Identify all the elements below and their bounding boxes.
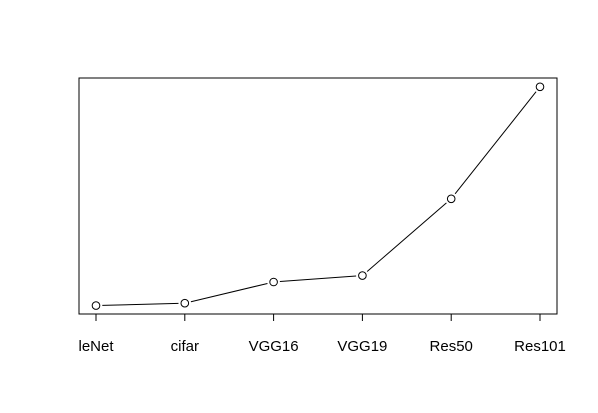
data-point xyxy=(446,194,456,204)
series-line-segment xyxy=(190,282,268,303)
x-tick-label: VGG16 xyxy=(249,338,299,355)
x-tick-label: leNet xyxy=(78,338,114,355)
data-point xyxy=(358,271,367,280)
x-tick-label: VGG19 xyxy=(337,338,387,355)
x-tick-label: Res101 xyxy=(514,338,566,355)
series-line-segment xyxy=(279,275,357,283)
data-point xyxy=(269,277,278,287)
x-tick-label: cifar xyxy=(171,338,199,355)
series-layer xyxy=(91,82,545,310)
plot-frame xyxy=(78,77,558,315)
x-tick-label: Res50 xyxy=(430,338,473,355)
data-point xyxy=(180,298,190,308)
series-line-segment xyxy=(366,202,447,272)
data-point xyxy=(535,82,545,92)
data-point xyxy=(91,301,101,310)
series-line-segment xyxy=(102,302,179,306)
x-axis: leNet cifar VGG16 VGG19 Res50 Res101 xyxy=(78,314,566,355)
series-line-segment xyxy=(454,91,537,195)
